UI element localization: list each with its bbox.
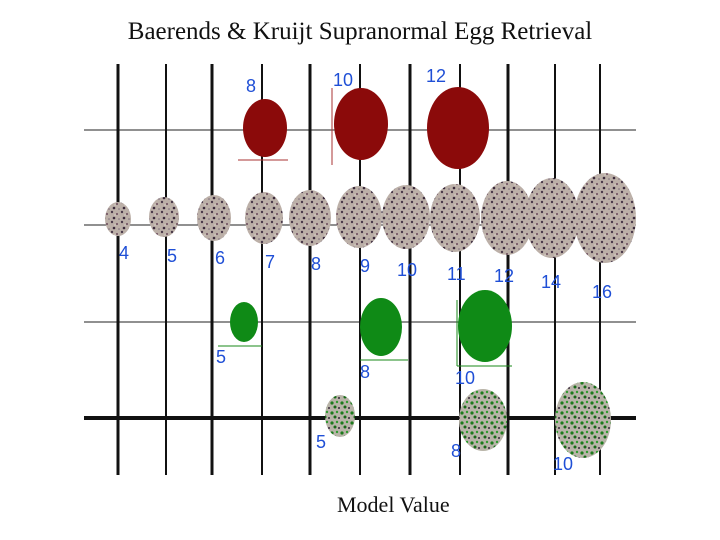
speckled-egg (481, 181, 533, 255)
speckled-egg (245, 192, 283, 244)
egg-size-label: 16 (592, 282, 612, 302)
speckled-egg-row: 4 5 6 7 8 9 10 11 12 14 16 (105, 173, 636, 302)
speckled-egg (149, 197, 179, 237)
brown-egg (334, 88, 388, 160)
egg-size-label: 8 (246, 76, 256, 96)
green-speckled-egg (325, 395, 355, 437)
egg-size-label: 10 (397, 260, 417, 280)
speckled-egg (382, 185, 430, 249)
speckled-egg (105, 202, 131, 236)
brown-egg-row: 8 10 12 (238, 66, 489, 169)
speckled-egg (336, 186, 382, 248)
green-egg-row: 5 8 10 (216, 290, 512, 388)
green-egg (458, 290, 512, 362)
egg-size-label: 8 (360, 362, 370, 382)
egg-size-label: 11 (447, 264, 466, 284)
egg-size-label: 8 (451, 441, 461, 461)
speckled-egg (430, 184, 480, 252)
egg-size-label: 10 (455, 368, 475, 388)
egg-size-label: 4 (119, 243, 129, 263)
green-egg (360, 298, 402, 356)
green-speckled-egg-row: 5 8 10 (316, 382, 611, 474)
speckled-egg (525, 178, 579, 258)
speckled-egg (197, 195, 231, 241)
green-speckled-egg (555, 382, 611, 458)
egg-size-label: 10 (553, 454, 573, 474)
brown-egg (243, 99, 287, 157)
x-axis-label: Model Value (337, 492, 450, 517)
page-title: Baerends & Kruijt Supranormal Egg Retrie… (127, 18, 593, 45)
egg-size-label: 5 (167, 246, 177, 266)
egg-size-label: 5 (316, 432, 326, 452)
brown-egg (427, 87, 489, 169)
green-egg (230, 302, 258, 342)
egg-size-label: 14 (541, 272, 561, 292)
egg-size-label: 10 (333, 70, 353, 90)
egg-size-label: 12 (494, 266, 514, 286)
egg-size-label: 7 (265, 252, 275, 272)
speckled-egg (574, 173, 636, 263)
green-speckled-egg (459, 389, 507, 451)
egg-size-label: 8 (311, 254, 321, 274)
speckled-egg (289, 190, 331, 246)
egg-size-label: 6 (215, 248, 225, 268)
egg-size-label: 5 (216, 347, 226, 367)
egg-size-label: 12 (426, 66, 446, 86)
egg-size-label: 9 (360, 256, 370, 276)
